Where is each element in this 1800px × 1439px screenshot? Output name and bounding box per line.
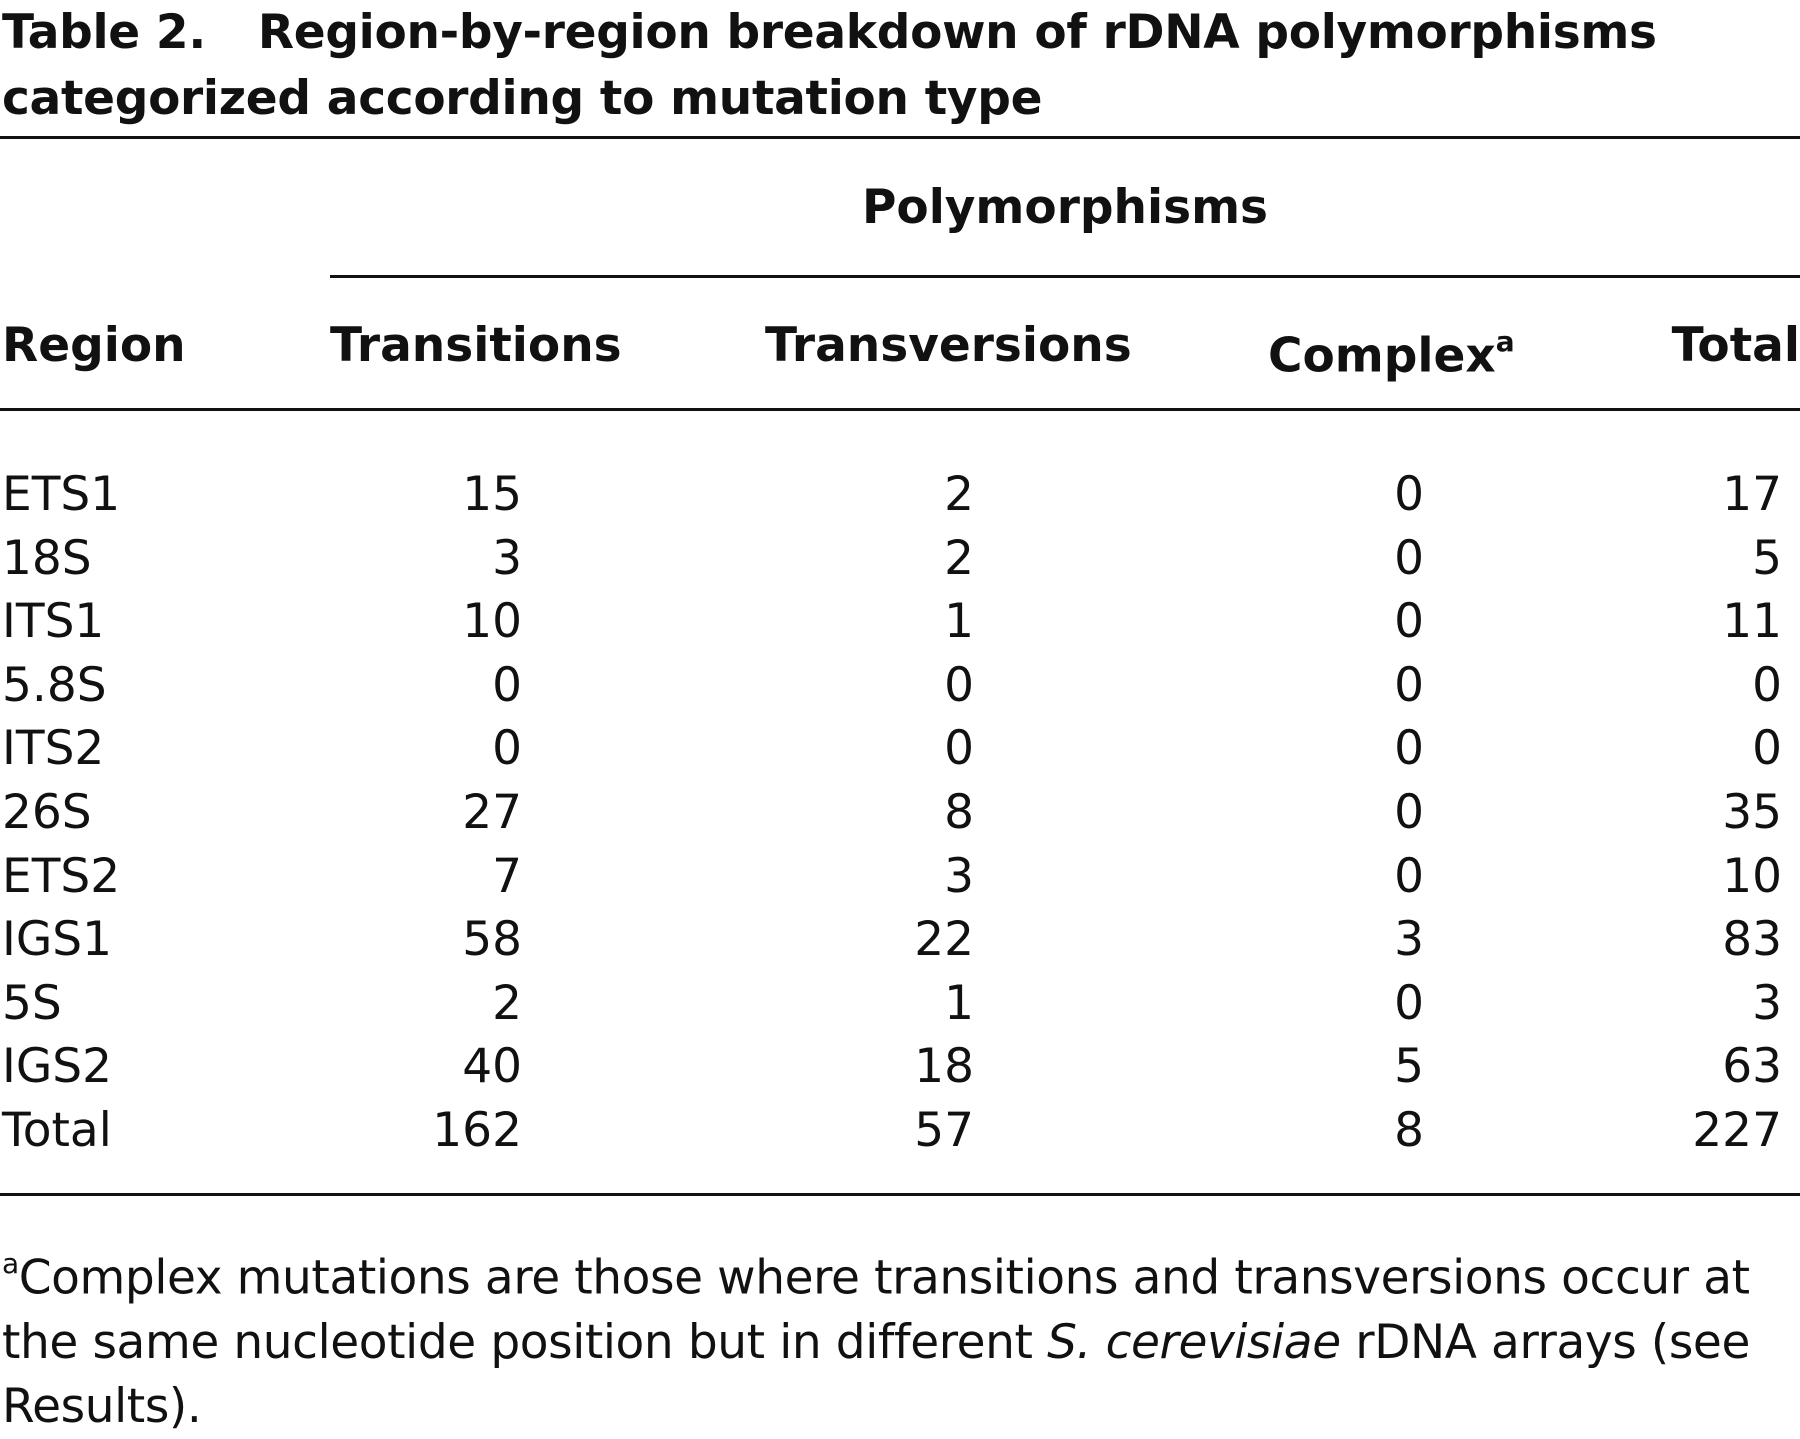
cell-transitions: 2 <box>492 975 522 1031</box>
table-row: ETS1 15 2 0 17 <box>0 463 1800 527</box>
table-row: 26S 27 8 0 35 <box>0 781 1800 845</box>
cell-transitions: 3 <box>492 530 522 586</box>
cell-transversions: 1 <box>944 975 974 1031</box>
cell-complex: 0 <box>1394 784 1424 840</box>
cell-region: ITS1 <box>2 594 105 650</box>
table-body: ETS1 15 2 0 17 18S 3 2 0 5 ITS1 10 1 0 11 5.8S 0 0 0 0 ITS2 0… <box>0 463 1800 1163</box>
cell-complex: 3 <box>1394 912 1424 968</box>
cell-total: 83 <box>1722 912 1782 968</box>
footnote-marker: a <box>2 1247 19 1280</box>
cell-total: 17 <box>1722 467 1782 522</box>
cell-transitions: 40 <box>462 1039 522 1095</box>
cell-complex: 0 <box>1394 467 1424 522</box>
cell-region: 26S <box>2 784 92 840</box>
cell-transversions: 22 <box>914 912 974 968</box>
cell-region: 5S <box>2 975 62 1031</box>
cell-transversions: 0 <box>944 721 974 777</box>
cell-region: IGS2 <box>2 1039 113 1095</box>
column-header-complex-label: Complex <box>1268 328 1496 384</box>
column-header-region: Region <box>2 318 186 373</box>
bottom-rule <box>0 1193 1800 1196</box>
table-caption: Table 2. Region-by-region breakdown of rD… <box>2 0 1792 132</box>
cell-total: 0 <box>1752 657 1782 713</box>
cell-transitions: 7 <box>492 848 522 904</box>
cell-transversions: 57 <box>914 1102 974 1158</box>
cell-complex: 0 <box>1394 975 1424 1031</box>
cell-transversions: 2 <box>944 467 974 522</box>
cell-complex: 0 <box>1394 594 1424 650</box>
footnote-text: Complex mutations are those where transi… <box>2 1250 1750 1370</box>
cell-region: 18S <box>2 530 92 586</box>
table-row: ITS1 10 1 0 11 <box>0 590 1800 654</box>
table-footnote: aComplex mutations are those where trans… <box>2 1236 1798 1439</box>
cell-total: 0 <box>1752 721 1782 777</box>
table-row: ITS2 0 0 0 0 <box>0 717 1800 781</box>
cell-transitions: 162 <box>432 1102 522 1158</box>
cell-complex: 0 <box>1394 530 1424 586</box>
column-header-total: Total <box>1671 318 1800 373</box>
cell-region: 5.8S <box>2 657 107 713</box>
cell-transversions: 0 <box>944 657 974 713</box>
cell-transversions: 1 <box>944 594 974 650</box>
cell-complex: 0 <box>1394 721 1424 777</box>
column-header-complex: Complexa <box>1268 316 1515 387</box>
footnote-marker: a <box>1495 325 1515 358</box>
cell-transitions: 15 <box>462 467 522 522</box>
cell-transitions: 27 <box>462 784 522 840</box>
cell-transitions: 58 <box>462 912 522 968</box>
table-row: ETS2 7 3 0 10 <box>0 845 1800 909</box>
footnote-species: S. cerevisiae <box>1047 1314 1341 1370</box>
cell-complex: 0 <box>1394 848 1424 904</box>
group-header-polymorphisms: Polymorphisms <box>861 180 1269 235</box>
table-row: 18S 3 2 0 5 <box>0 527 1800 591</box>
column-header-transitions: Transitions <box>330 318 622 373</box>
table-row: Total 162 57 8 227 <box>0 1099 1800 1163</box>
cell-region: Total <box>2 1102 112 1158</box>
group-header-rule <box>330 275 1800 278</box>
cell-region: ETS2 <box>2 848 121 904</box>
cell-complex: 0 <box>1394 657 1424 713</box>
table-label: Table 2. <box>2 5 206 60</box>
cell-complex: 8 <box>1394 1102 1424 1158</box>
table-row: 5.8S 0 0 0 0 <box>0 654 1800 718</box>
cell-transitions: 0 <box>492 657 522 713</box>
cell-total: 3 <box>1752 975 1782 1031</box>
cell-region: ETS1 <box>2 467 121 522</box>
cell-transversions: 18 <box>914 1039 974 1095</box>
header-rule <box>0 408 1800 411</box>
cell-total: 5 <box>1752 530 1782 586</box>
cell-transversions: 2 <box>944 530 974 586</box>
table-row: IGS2 40 18 5 63 <box>0 1035 1800 1099</box>
cell-total: 10 <box>1722 848 1782 904</box>
table-row: IGS1 58 22 3 83 <box>0 908 1800 972</box>
cell-complex: 5 <box>1394 1039 1424 1095</box>
table-row: 5S 2 1 0 3 <box>0 972 1800 1036</box>
cell-transitions: 10 <box>462 594 522 650</box>
footnote-text-end: rDNA arrays (see Results). <box>2 1314 1750 1434</box>
cell-transversions: 3 <box>944 848 974 904</box>
top-rule <box>0 136 1800 139</box>
table-title: Region-by-region breakdown of rDNA polym… <box>2 5 1657 126</box>
column-header-transversions: Transversions <box>765 318 1132 373</box>
cell-transitions: 0 <box>492 721 522 777</box>
cell-total: 227 <box>1692 1102 1782 1158</box>
cell-transversions: 8 <box>944 784 974 840</box>
cell-total: 35 <box>1722 784 1782 840</box>
cell-region: ITS2 <box>2 721 105 777</box>
cell-total: 11 <box>1722 594 1782 650</box>
cell-total: 63 <box>1722 1039 1782 1095</box>
cell-region: IGS1 <box>2 912 113 968</box>
